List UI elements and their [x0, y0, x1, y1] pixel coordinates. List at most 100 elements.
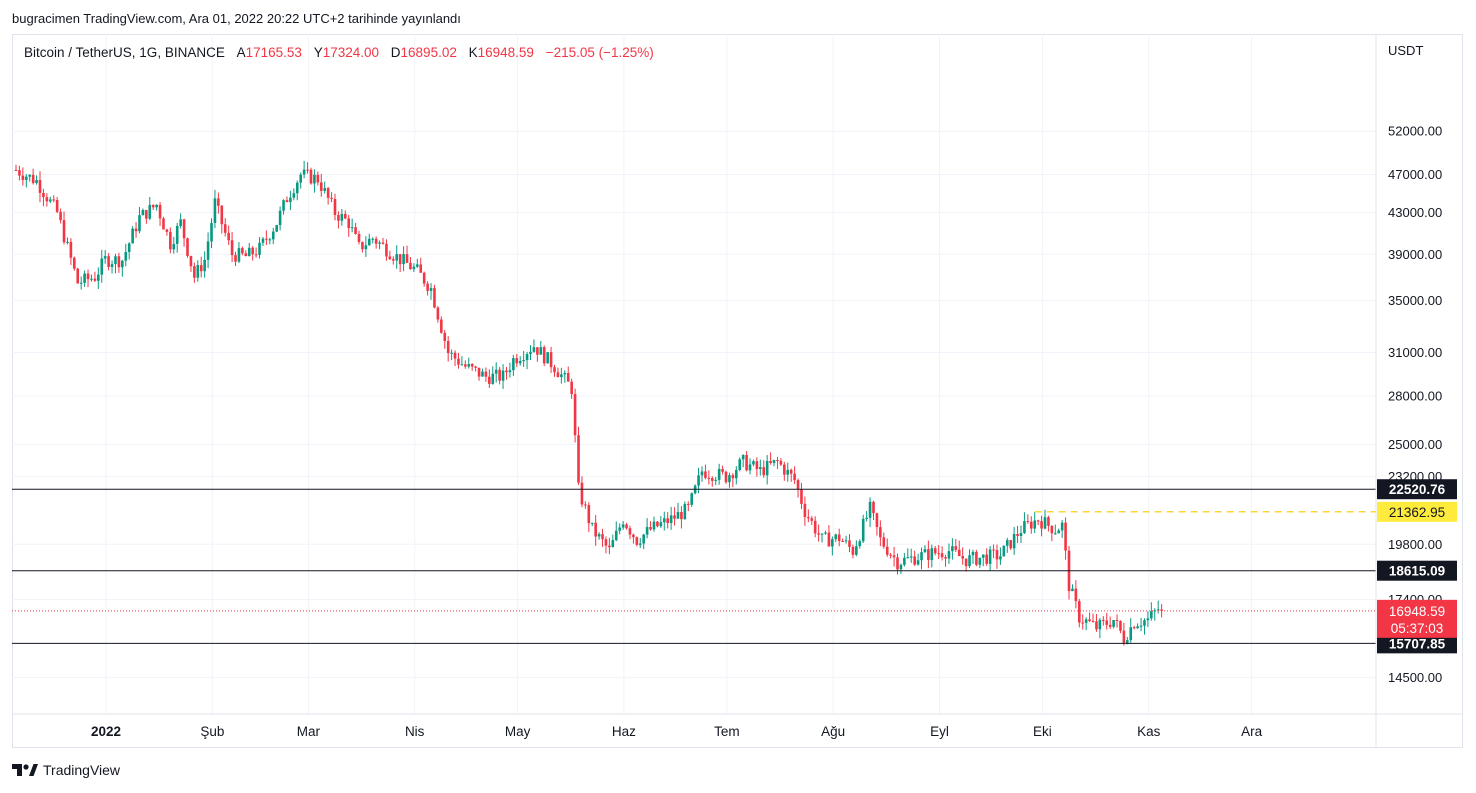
- candle-body: [100, 258, 104, 275]
- candle-body: [981, 554, 985, 558]
- candle-body: [285, 200, 289, 203]
- candle-body: [1108, 624, 1112, 627]
- candle-body: [1105, 620, 1109, 625]
- candle-body: [1143, 620, 1146, 626]
- candle-body: [422, 272, 426, 284]
- candle-body: [261, 238, 265, 243]
- high-value: 17324.00: [322, 45, 380, 60]
- candle-body: [309, 169, 313, 184]
- candle-body: [563, 373, 567, 375]
- candle-body: [268, 239, 272, 241]
- candle-body: [810, 518, 814, 521]
- candle-body: [402, 254, 405, 265]
- candle-body: [254, 254, 258, 256]
- candle-body: [367, 238, 371, 246]
- candle-body: [940, 553, 944, 558]
- candle-body: [1139, 625, 1143, 627]
- tradingview-logo-icon: [12, 764, 38, 776]
- candle-body: [964, 558, 968, 567]
- x-tick-label: Eyl: [930, 724, 949, 739]
- low-label: D: [390, 45, 401, 60]
- candle-body: [326, 188, 330, 198]
- candle-body: [855, 546, 858, 555]
- candle-body: [429, 288, 433, 291]
- candle-body: [971, 551, 975, 556]
- candle-body: [1136, 626, 1139, 629]
- candle-body: [532, 347, 536, 352]
- candle-body: [714, 479, 718, 481]
- candle-body: [560, 374, 563, 378]
- candle-body: [186, 238, 189, 256]
- candle-body: [162, 218, 165, 230]
- candle-body: [779, 460, 783, 465]
- candle-body: [278, 210, 282, 226]
- candle-body: [813, 520, 817, 534]
- candle-body: [350, 227, 354, 229]
- candle-body: [467, 364, 471, 367]
- candle-body: [652, 521, 656, 530]
- candle-body: [927, 549, 930, 560]
- symbol-label: Bitcoin / TetherUS, 1G, BINANCE: [24, 45, 225, 60]
- x-tick-label: Haz: [612, 724, 636, 739]
- candle-body: [371, 238, 375, 240]
- y-tick-label: 31000.00: [1388, 345, 1442, 360]
- candle-body: [237, 248, 241, 262]
- ohlc-legend: Bitcoin / TetherUS, 1G, BINANCE A17165.5…: [24, 45, 654, 60]
- candle-body: [786, 469, 790, 475]
- y-tick-label: 19800.00: [1388, 537, 1442, 552]
- x-tick-label: Nis: [405, 724, 425, 739]
- candle-body: [343, 213, 347, 219]
- last-price-tag-value: 16948.59: [1389, 604, 1445, 619]
- candle-body: [899, 564, 903, 570]
- candle-body: [505, 370, 508, 373]
- candle-body: [724, 471, 728, 483]
- candle-body: [937, 553, 940, 555]
- candle-body: [107, 256, 110, 268]
- candle-body: [381, 242, 385, 244]
- candle-body: [1019, 533, 1023, 536]
- candle-body: [587, 505, 591, 524]
- candle-body: [1084, 619, 1088, 623]
- candle-body: [1050, 525, 1054, 534]
- candle-body: [608, 545, 611, 548]
- candle-body: [752, 461, 755, 465]
- x-tick-label: Ağu: [821, 724, 845, 739]
- candle-body: [1156, 609, 1160, 611]
- candle-body: [124, 252, 128, 261]
- candle-body: [488, 376, 491, 384]
- candle-body: [392, 259, 395, 261]
- candle-body: [114, 256, 117, 265]
- candle-body: [42, 192, 45, 198]
- candle-body: [292, 193, 296, 198]
- candle-body: [457, 358, 460, 365]
- y-tick-label: 52000.00: [1388, 124, 1442, 139]
- candle-body: [196, 265, 200, 278]
- candle-body: [206, 241, 210, 260]
- candle-body: [680, 512, 683, 520]
- candle-body: [508, 370, 512, 373]
- price-tags: 22520.76 21362.95 18615.09 15707.85 16948.59…: [1377, 479, 1457, 654]
- candle-body: [577, 435, 580, 483]
- candle-body: [580, 482, 584, 505]
- candle-body: [79, 282, 83, 284]
- candle-body: [868, 501, 872, 518]
- level-tag-label: 22520.76: [1389, 482, 1446, 497]
- candle-body: [906, 557, 910, 559]
- candle-body: [416, 264, 419, 267]
- candle-body: [628, 528, 632, 535]
- candle-body: [179, 219, 182, 226]
- tradingview-logo[interactable]: TradingView: [12, 762, 120, 778]
- candle-body: [858, 541, 862, 547]
- candle-body: [968, 555, 971, 567]
- candle-body: [625, 524, 628, 529]
- candle-body: [831, 539, 834, 547]
- candle-body: [169, 231, 172, 250]
- horizontal-lines: [12, 488, 1376, 644]
- candle-body: [951, 546, 954, 552]
- low-value: 16895.02: [400, 45, 457, 60]
- candle-body: [446, 341, 450, 354]
- candle-body: [49, 199, 52, 202]
- candle-body: [594, 522, 597, 537]
- candle-body: [306, 169, 309, 171]
